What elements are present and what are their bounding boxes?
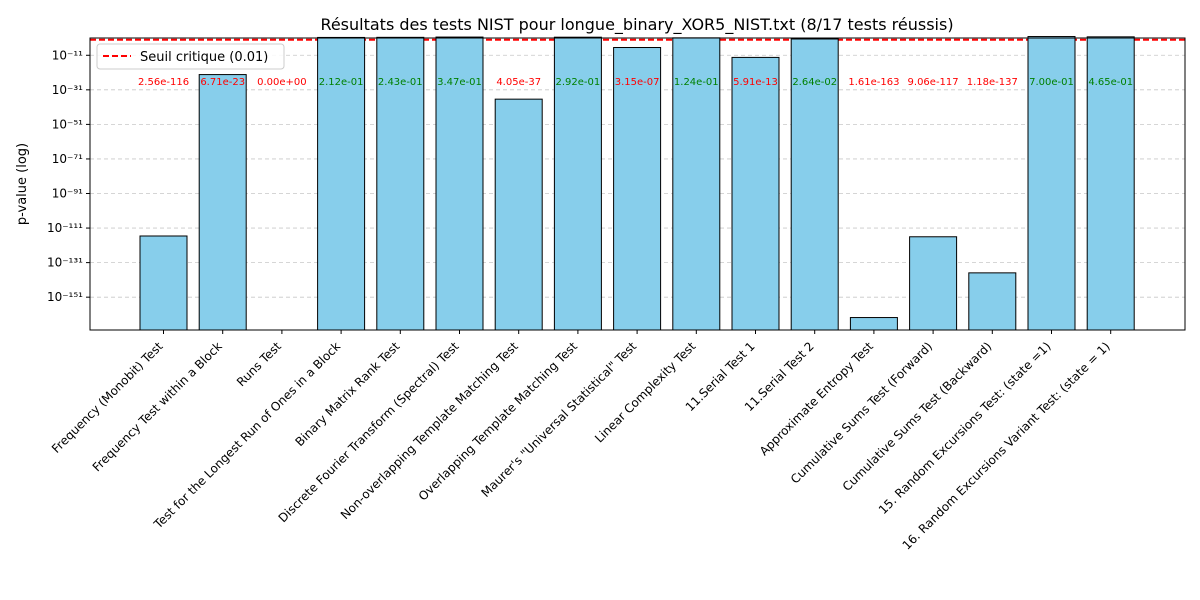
data-label: 3.47e-01 bbox=[437, 77, 482, 88]
bar bbox=[1027, 36, 1076, 331]
y-tick-label: 10⁻⁷¹ bbox=[52, 152, 83, 166]
x-tick-label: Runs Test bbox=[234, 339, 284, 389]
x-tick-label: Binary Matrix Rank Test bbox=[293, 339, 403, 449]
data-label: 9.06e-117 bbox=[908, 77, 959, 88]
bar bbox=[968, 272, 1017, 331]
bar bbox=[494, 98, 543, 331]
x-tick-label: Frequency Test within a Block bbox=[90, 339, 225, 474]
bar bbox=[1086, 36, 1135, 331]
bars-layer bbox=[139, 36, 1135, 331]
x-tick-label: Frequency (Monobit) Test bbox=[49, 339, 166, 456]
y-tick-label: 10⁻⁵¹ bbox=[52, 117, 83, 131]
y-tick-label: 10⁻¹⁵¹ bbox=[47, 290, 83, 304]
bar bbox=[613, 47, 662, 331]
bar bbox=[731, 56, 780, 331]
data-label: 7.00e-01 bbox=[1029, 77, 1074, 88]
data-label: 3.15e-07 bbox=[615, 77, 660, 88]
data-label: 2.43e-01 bbox=[378, 77, 423, 88]
data-label: 2.12e-01 bbox=[319, 77, 364, 88]
data-label: 4.05e-37 bbox=[496, 77, 541, 88]
legend-box bbox=[96, 43, 285, 70]
y-axis-label: p-value (log) bbox=[15, 143, 30, 225]
data-label: 2.56e-116 bbox=[138, 77, 189, 88]
data-label: 2.92e-01 bbox=[556, 77, 601, 88]
y-tick-label: 10⁻³¹ bbox=[52, 83, 83, 97]
x-tick-label: Approximate Entropy Test bbox=[757, 339, 876, 458]
bar bbox=[139, 235, 188, 331]
bar bbox=[672, 37, 721, 331]
y-tick-label: 10⁻¹¹¹ bbox=[47, 221, 83, 235]
data-label: 4.65e-01 bbox=[1088, 77, 1133, 88]
y-ticks: 10⁻¹¹ 10⁻³¹ 10⁻⁵¹ 10⁻⁷¹ 10⁻⁹¹ 10⁻¹¹¹ 10⁻¹³¹ 10⁻… bbox=[47, 48, 90, 304]
data-label: 0.00e+00 bbox=[257, 77, 307, 88]
legend-threshold-label: Seuil critique (0.01) bbox=[140, 50, 268, 65]
data-label: 2.64e-02 bbox=[792, 77, 837, 88]
bar bbox=[849, 317, 898, 331]
y-tick-label: 10⁻¹¹ bbox=[52, 48, 83, 62]
data-labels-layer: 2.56e-116 6.71e-23 0.00e+00 2.12e-01 2.43e-0… bbox=[138, 77, 1133, 88]
y-tick-label: 10⁻⁹¹ bbox=[52, 187, 83, 201]
data-label: 1.24e-01 bbox=[674, 77, 719, 88]
bar bbox=[790, 38, 839, 331]
chart-title: Résultats des tests NIST pour longue_bin… bbox=[320, 15, 953, 35]
data-label: 1.18e-137 bbox=[967, 77, 1018, 88]
x-tick-label: 16. Random Excursions Variant Test: (sta… bbox=[900, 339, 1113, 552]
y-tick-label: 10⁻¹³¹ bbox=[47, 256, 83, 270]
x-tick-label: Linear Complexity Test bbox=[592, 339, 699, 446]
bar bbox=[909, 236, 958, 331]
legend: Seuil critique (0.01) bbox=[96, 43, 285, 70]
data-label: 5.91e-13 bbox=[733, 77, 778, 88]
bar bbox=[317, 36, 366, 331]
data-label: 6.71e-23 bbox=[200, 77, 245, 88]
bar bbox=[376, 36, 425, 331]
data-label: 1.61e-163 bbox=[848, 77, 899, 88]
bar bbox=[198, 74, 247, 331]
